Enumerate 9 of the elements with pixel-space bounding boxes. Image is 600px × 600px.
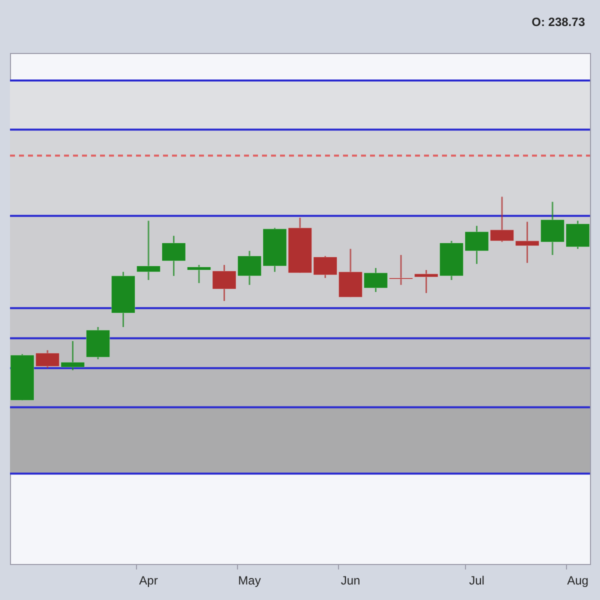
x-tick-label: Aug <box>567 574 588 588</box>
x-tick-label: Jul <box>469 574 484 588</box>
text: O: 238.73 <box>532 15 586 29</box>
candlestick <box>187 264 211 284</box>
x-tick-label: Jun <box>340 574 360 588</box>
candlestick <box>162 235 186 277</box>
x-tick-label: May <box>238 574 261 588</box>
x-tick-label: Apr <box>139 574 158 588</box>
candlestick <box>136 220 160 281</box>
